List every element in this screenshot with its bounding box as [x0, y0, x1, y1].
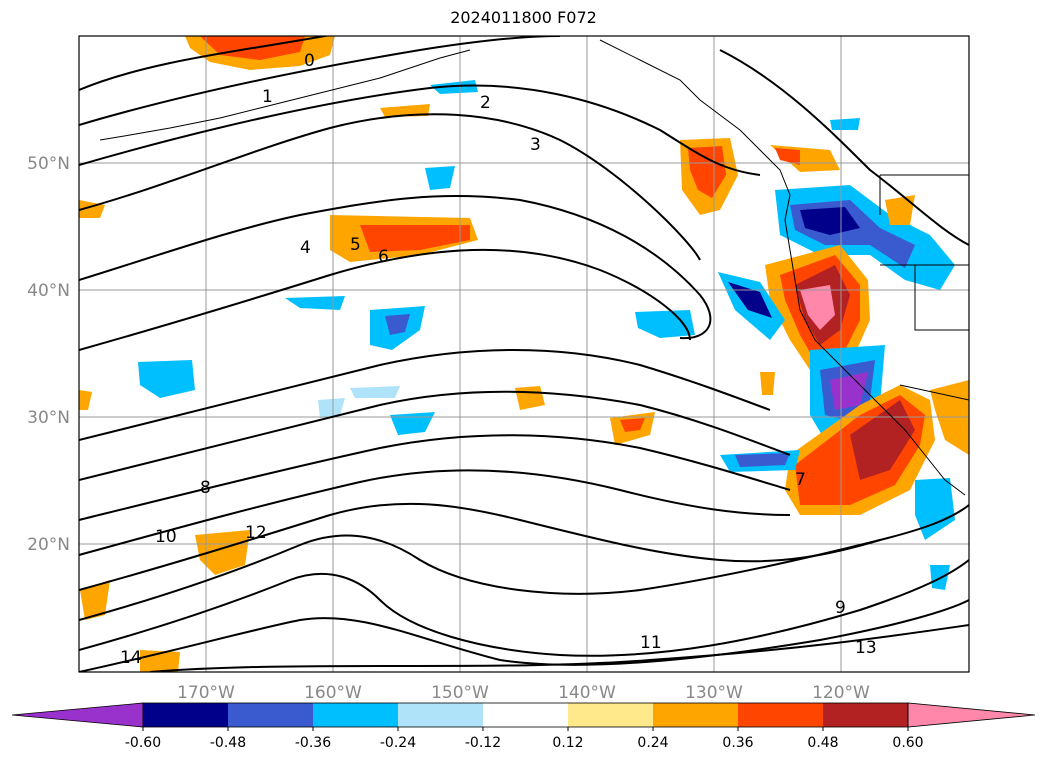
shade-blue-p — [318, 398, 345, 418]
lat-label-50n: 50°N — [27, 154, 70, 174]
shade-orange-s — [80, 580, 110, 620]
shaded-field — [79, 36, 969, 672]
contour-label-group: 0 1 2 3 4 5 6 7 8 9 10 11 12 13 14 — [120, 51, 877, 668]
plot-frame — [78, 35, 970, 673]
shade-darkred-i — [850, 400, 915, 480]
shade-navy-j — [735, 453, 790, 467]
shade-blue-q — [350, 386, 400, 398]
shade-blue-z — [830, 118, 860, 130]
colorbar-swatch — [738, 703, 823, 727]
shade-red-gulf — [688, 146, 726, 198]
contour-label-3: 3 — [530, 135, 541, 155]
contours — [79, 36, 969, 672]
lon-label-160w: 160°W — [304, 683, 362, 703]
colorbar-tick-label: 0.12 — [552, 735, 583, 751]
shade-blue-e — [138, 360, 195, 398]
contour-label-5: 5 — [350, 235, 361, 255]
contour-label-9: 9 — [835, 598, 846, 618]
colorbar-swatch — [313, 703, 398, 727]
shade-navy-d — [385, 314, 410, 335]
contour-label-12: 12 — [245, 523, 267, 543]
shade-navy-g — [728, 282, 772, 318]
shade-red-n — [620, 418, 645, 432]
contour-label-14: 14 — [120, 648, 142, 668]
shade-blue-o — [390, 412, 435, 435]
colorbar-swatch — [653, 703, 738, 727]
colorbar-swatch — [143, 703, 228, 727]
colorbar-swatch — [483, 703, 568, 727]
shade-blue-l — [915, 478, 955, 540]
map-title: 2024011800 F072 — [450, 8, 597, 27]
colorbar-tick-label: -0.48 — [210, 735, 246, 751]
contour-label-7: 7 — [795, 470, 806, 490]
contour-label-4: 4 — [300, 238, 311, 258]
colorbar-swatch — [823, 703, 908, 727]
colorbar-swatch — [568, 703, 653, 727]
shade-red-f — [360, 225, 470, 252]
shade-red-y — [775, 148, 800, 165]
contour-label-6: 6 — [378, 247, 389, 267]
shade-orange-aa — [885, 195, 915, 225]
colorbar-tick-label: -0.36 — [295, 735, 331, 751]
shade-purple-nw — [800, 207, 860, 235]
graticule — [79, 36, 969, 672]
colorbar-tick-label: 0.24 — [637, 735, 668, 751]
contour-label-2: 2 — [480, 93, 491, 113]
colorbar-tick-label: 0.60 — [892, 735, 923, 751]
coastlines — [99, 39, 969, 496]
lon-label-170w: 170°W — [177, 683, 235, 703]
colorbar-tick-label: 0.48 — [807, 735, 838, 751]
contour-label-0: 0 — [304, 51, 315, 71]
shade-blue-c — [285, 296, 345, 310]
shade-orange-v — [79, 390, 92, 410]
colorbar-swatch — [398, 703, 483, 727]
colorbar-tick-label: -0.12 — [465, 735, 501, 751]
contour-label-10: 10 — [155, 527, 177, 547]
colorbar: -0.60 -0.48 -0.36 -0.24 -0.12 0.12 0.24 0.36 0.4… — [11, 702, 1036, 751]
colorbar-outline — [142, 702, 909, 728]
shade-blue-w — [425, 166, 455, 190]
shade-orange-r — [195, 530, 250, 575]
shade-pink-ca — [800, 285, 835, 330]
lat-label-20n: 20°N — [27, 535, 70, 555]
shade-orange-x — [760, 372, 775, 395]
colorbar-extend-high — [907, 702, 1036, 728]
colorbar-tick-label: -0.24 — [380, 735, 416, 751]
colorbar-swatch — [228, 703, 313, 727]
shade-blue-4 — [635, 310, 695, 338]
lon-label-120w: 120°W — [812, 683, 870, 703]
lat-label-40n: 40°N — [27, 281, 70, 301]
contour-label-8: 8 — [200, 478, 211, 498]
lat-label-30n: 30°N — [27, 408, 70, 428]
contour-label-1: 1 — [262, 87, 273, 107]
colorbar-tick-label: 0.36 — [722, 735, 753, 751]
colorbar-extend-low — [11, 702, 144, 728]
lon-label-130w: 130°W — [685, 683, 743, 703]
colorbar-tick-label: -0.60 — [125, 735, 161, 751]
shade-orange-m — [515, 386, 545, 410]
shade-purple-h — [830, 372, 868, 410]
lon-label-150w: 150°W — [431, 683, 489, 703]
contour-label-11: 11 — [640, 633, 662, 653]
contour-label-13: 13 — [855, 638, 877, 658]
lon-label-140w: 140°W — [558, 683, 616, 703]
